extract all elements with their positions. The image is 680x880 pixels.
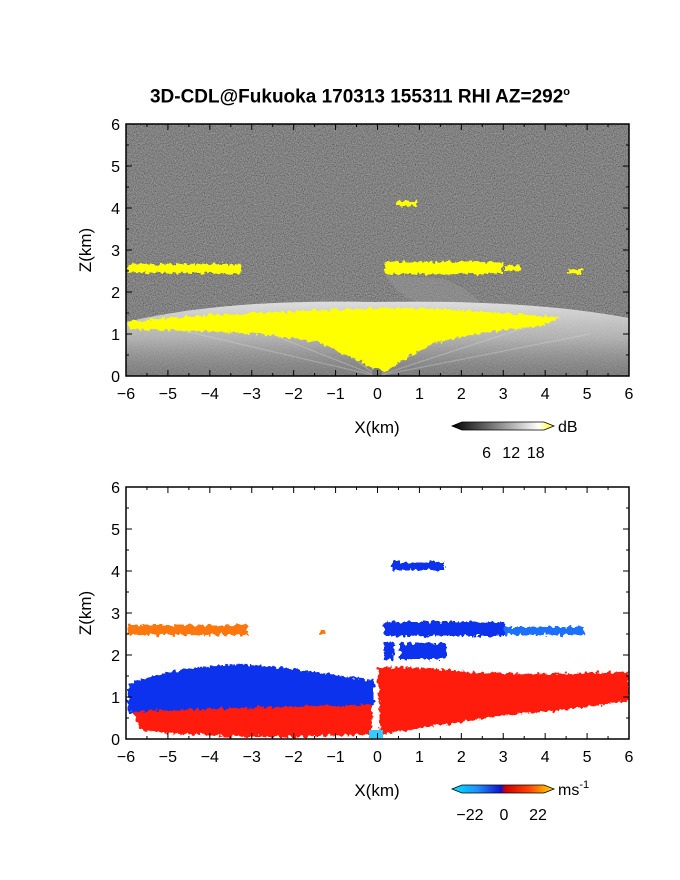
snr-cloud-fragment-1 [504, 266, 520, 271]
x-tick-label: −5 [159, 749, 177, 766]
y-tick-label: 5 [111, 522, 120, 539]
colorbar-tick-label: 6 [482, 445, 491, 462]
x-tick-label: −2 [285, 386, 303, 403]
title-text: 3D-CDL@Fukuoka 170313 155311 RHI AZ=292 [149, 86, 564, 108]
colorbar-tick-label: −22 [456, 807, 483, 824]
snr-boundary-echo [128, 308, 560, 372]
velocity-regions [128, 562, 629, 737]
x-tick-label: −4 [201, 386, 219, 403]
velocity-colorbar-unit-exponent: -1 [579, 779, 589, 791]
colorbar-tick-label: 18 [527, 445, 545, 462]
y-tick-label: 0 [111, 369, 120, 386]
velocity-axes: −6 −5 −4 −3 −2 −1 0 1 2 3 4 5 6 0 1 2 3 4 5 6 [111, 480, 633, 766]
y-tick-label: 0 [111, 732, 120, 749]
x-tick-label: −3 [243, 749, 261, 766]
y-tick-label: 1 [111, 690, 120, 707]
y-tick-label: 3 [111, 606, 120, 623]
snr-colorbar-unit: dB [558, 419, 578, 436]
snr-axes: −6 −5 −4 −3 −2 −1 0 1 2 3 4 5 6 0 1 2 3 4 5 6 [111, 117, 633, 403]
x-tick-label: 6 [625, 749, 634, 766]
x-tick-label: 3 [499, 386, 508, 403]
x-tick-label: 0 [373, 386, 382, 403]
velocity-right-lower-red [378, 667, 629, 734]
x-tick-label: 2 [457, 386, 466, 403]
velocity-y-axis-label: Z(km) [76, 591, 95, 635]
velocity-left-cloud-orange [128, 625, 248, 635]
x-tick-label: 1 [415, 749, 424, 766]
colorbar-tick-label: 12 [502, 445, 520, 462]
colorbar-tick-label: 0 [500, 807, 509, 824]
velocity-colorbar-unit: ms-1 [558, 779, 589, 799]
velocity-panel: −6 −5 −4 −3 −2 −1 0 1 2 3 4 5 6 0 1 2 3 4 5 6 X(km) Z(km) m… [76, 480, 634, 824]
x-tick-label: −1 [326, 749, 344, 766]
x-tick-label: 0 [373, 749, 382, 766]
x-tick-label: 5 [583, 749, 592, 766]
snr-cloud-fragment-2 [568, 268, 582, 274]
velocity-orange-fragment [320, 630, 326, 634]
snr-colorbar: dB 6 12 18 [450, 419, 578, 462]
x-tick-label: −4 [201, 749, 219, 766]
x-tick-label: 3 [499, 749, 508, 766]
y-tick-label: 4 [111, 201, 120, 218]
velocity-x-axis-label: X(km) [354, 781, 399, 800]
x-tick-label: −6 [117, 386, 135, 403]
snr-plot-area [126, 124, 629, 376]
x-tick-label: −1 [326, 386, 344, 403]
snr-colorbar-ticks: 6 12 18 [482, 445, 545, 462]
snr-cloud-base-left [128, 264, 241, 273]
snr-x-axis-label: X(km) [354, 418, 399, 437]
velocity-colorbar-arrow [450, 784, 556, 794]
y-tick-label: 2 [111, 285, 120, 302]
snr-y-axis-label: Z(km) [76, 228, 95, 272]
velocity-cyan-origin [369, 730, 383, 738]
y-tick-label: 5 [111, 159, 120, 176]
title-degree-symbol: o [563, 86, 571, 98]
colorbar-tick-label: 22 [529, 807, 547, 824]
snr-grey-wisp [385, 275, 480, 302]
y-tick-label: 6 [111, 117, 120, 134]
y-tick-label: 6 [111, 480, 120, 497]
x-tick-label: 6 [625, 386, 634, 403]
snr-yellow-echoes [128, 201, 582, 372]
velocity-blue-fragment-1 [400, 643, 446, 659]
velocity-right-cloud-tail [504, 627, 584, 635]
y-tick-label: 4 [111, 564, 120, 581]
x-tick-label: 2 [457, 749, 466, 766]
y-tick-label: 1 [111, 327, 120, 344]
x-tick-label: −2 [285, 749, 303, 766]
x-tick-label: −5 [159, 386, 177, 403]
x-tick-label: 1 [415, 386, 424, 403]
figure-title: 3D-CDL@Fukuoka 170313 155311 RHI AZ=292o [0, 86, 680, 108]
velocity-blue-fragment-2 [384, 642, 394, 660]
velocity-colorbar-ticks: −22 0 22 [456, 807, 547, 824]
velocity-left-lower-red [132, 702, 372, 737]
velocity-colorbar: ms-1 −22 0 22 [450, 779, 589, 824]
velocity-right-cloud-blue [384, 622, 504, 636]
x-tick-label: −6 [117, 749, 135, 766]
velocity-plot-area [126, 487, 629, 739]
x-tick-label: 4 [541, 749, 550, 766]
snr-isolated-cloud [397, 201, 417, 206]
x-tick-label: 4 [541, 386, 550, 403]
velocity-colorbar-unit-base: ms [558, 782, 579, 799]
velocity-left-upper-blue [128, 664, 374, 712]
y-tick-label: 2 [111, 648, 120, 665]
velocity-isolated-cloud [392, 562, 444, 570]
y-tick-label: 3 [111, 243, 120, 260]
snr-cloud-base-right [385, 262, 503, 274]
x-tick-label: 5 [583, 386, 592, 403]
snr-colorbar-arrow [450, 421, 556, 431]
x-tick-label: −3 [243, 386, 261, 403]
